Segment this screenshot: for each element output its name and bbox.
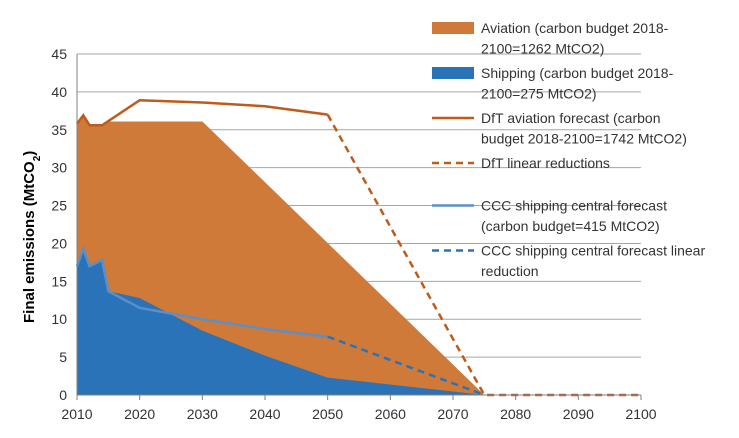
- legend: Aviation (carbon budget 2018- 2100=1262 M…: [432, 20, 705, 279]
- y-tick-label: 20: [51, 235, 67, 251]
- y-tick-label: 30: [51, 160, 67, 176]
- legend-label: CCC shipping central forecast: [481, 198, 667, 214]
- legend-swatch: [432, 22, 474, 34]
- x-tick-label: 2010: [61, 406, 92, 422]
- axes: [76, 54, 642, 400]
- legend-item: DfT linear reductions: [432, 155, 610, 171]
- y-tick-label: 40: [51, 84, 67, 100]
- ccc-shipping-forecast-line: [75, 245, 328, 338]
- legend-label: Shipping (carbon budget 2018-: [481, 65, 674, 81]
- legend-label: budget 2018-2100=1742 MtCO2): [481, 131, 687, 147]
- x-tick-label: 2060: [375, 406, 406, 422]
- y-tick-label: 15: [51, 273, 67, 289]
- x-tick-label: 2020: [124, 406, 155, 422]
- y-tick-label: 25: [51, 198, 67, 214]
- legend-label: 2100=275 MtCO2): [481, 86, 597, 102]
- dft-aviation-forecast-line: [76, 98, 328, 127]
- x-tick-label: 2050: [312, 406, 343, 422]
- legend-label: reduction: [481, 263, 539, 279]
- legend-item: CCC shipping central forecast linear redu…: [432, 243, 705, 279]
- y-tick-label: 5: [59, 349, 67, 365]
- legend-swatch: [432, 67, 474, 79]
- legend-label: DfT aviation forecast (carbon: [481, 110, 661, 126]
- x-tick-label: 2080: [500, 406, 531, 422]
- y-tick-label: 10: [51, 311, 67, 327]
- x-tick-label: 2040: [249, 406, 280, 422]
- legend-item: Shipping (carbon budget 2018- 2100=275 Mt…: [432, 65, 674, 102]
- legend-label: DfT linear reductions: [481, 155, 610, 171]
- y-axis-label: Final emissions (MtCO2): [21, 151, 43, 323]
- x-tick-label: 2070: [437, 406, 468, 422]
- x-tick-label: 2100: [625, 406, 656, 422]
- area-series: [77, 116, 641, 395]
- x-tick-label: 2090: [563, 406, 594, 422]
- y-tick-label: 35: [51, 122, 67, 138]
- x-tick-label: 2030: [187, 406, 218, 422]
- y-tick-label: 0: [59, 387, 67, 403]
- legend-label: 2100=1262 MtCO2): [481, 41, 604, 57]
- legend-label: (carbon budget=415 MtCO2): [481, 218, 660, 234]
- x-tick-labels: 2010 2020 2030 2040 2050 2060 2070 2080 2090 2100: [61, 406, 656, 422]
- legend-item: Aviation (carbon budget 2018- 2100=1262 M…: [432, 20, 669, 57]
- y-tick-label: 45: [51, 46, 67, 62]
- ccc-shipping-linear-reduction-line: [327, 335, 485, 397]
- legend-label: Aviation (carbon budget 2018-: [481, 20, 669, 36]
- legend-item: CCC shipping central forecast (carbon bud…: [432, 198, 667, 234]
- y-tick-labels: 0 5 10 15 20 25 30 35 40 45: [51, 46, 67, 403]
- aviation-area: [77, 116, 641, 395]
- shipping-area: [77, 248, 641, 395]
- legend-label: CCC shipping central forecast linear: [481, 243, 705, 259]
- legend-item: DfT aviation forecast (carbon budget 2018…: [432, 110, 687, 147]
